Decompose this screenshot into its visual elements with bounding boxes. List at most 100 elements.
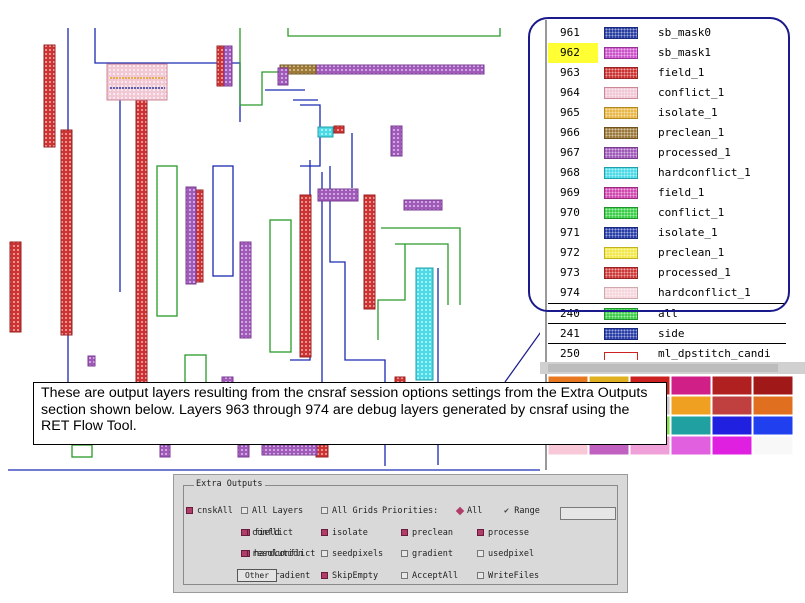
layer-name: isolate_1 xyxy=(658,226,718,239)
option-acceptall[interactable]: AcceptAll xyxy=(401,570,458,582)
layer-row[interactable]: 241 side xyxy=(548,323,786,344)
palette-swatch[interactable] xyxy=(711,435,753,456)
option-label: All Layers xyxy=(252,506,304,516)
palette-swatch[interactable] xyxy=(752,415,794,436)
layer-number: 973 xyxy=(560,266,580,279)
palette-swatch[interactable] xyxy=(711,375,753,396)
option-processe[interactable]: processe xyxy=(477,527,529,539)
option-label: field xyxy=(254,528,280,538)
checkbox xyxy=(241,529,248,536)
callout-text: These are output layers resulting from t… xyxy=(41,385,648,434)
layer-row[interactable]: 966 preclean_1 xyxy=(548,123,786,143)
palette-swatch[interactable] xyxy=(752,435,794,456)
layer-row[interactable]: 965 isolate_1 xyxy=(548,103,786,123)
layer-row[interactable]: 969 field_1 xyxy=(548,183,786,203)
option-all-grids[interactable]: All Grids xyxy=(321,505,378,517)
layer-swatch xyxy=(604,328,638,340)
option-label: SkipEmpty xyxy=(332,571,379,581)
layer-number: 967 xyxy=(560,146,580,159)
option-resolution[interactable]: resolution xyxy=(241,548,303,560)
layer-name: processed_1 xyxy=(658,146,731,159)
layer-swatch xyxy=(604,308,638,320)
layer-swatch xyxy=(604,187,638,199)
layer-row[interactable]: 967 processed_1 xyxy=(548,143,786,163)
option-preclean[interactable]: preclean xyxy=(401,527,453,539)
checkbox xyxy=(321,529,328,536)
layer-row[interactable]: 972 preclean_1 xyxy=(548,243,786,263)
layer-number: 241 xyxy=(560,327,580,340)
option-label: All Grids xyxy=(332,506,379,516)
layer-number: 971 xyxy=(560,226,580,239)
layer-row[interactable]: 968 hardconflict_1 xyxy=(548,163,786,183)
layer-name: processed_1 xyxy=(658,266,731,279)
layer-name: side xyxy=(658,327,685,340)
option-range[interactable]: ✔ Range xyxy=(504,505,540,517)
layer-row[interactable]: 970 conflict_1 xyxy=(548,203,786,223)
palette-swatch[interactable] xyxy=(711,415,753,436)
layer-row[interactable]: 964 conflict_1 xyxy=(548,83,786,103)
layer-name: field_1 xyxy=(658,66,705,79)
option-label: medgradient xyxy=(254,571,311,581)
layer-name: hardconflict_1 xyxy=(658,166,751,179)
palette-swatch[interactable] xyxy=(711,395,753,416)
checkbox xyxy=(401,572,408,579)
layer-swatch xyxy=(604,107,638,119)
option-label: preclean xyxy=(412,528,453,538)
option-usedpixel[interactable]: usedpixel xyxy=(477,548,534,560)
layer-name: conflict_1 xyxy=(658,86,725,99)
checkbox xyxy=(477,529,484,536)
layer-number: 963 xyxy=(560,66,580,79)
palette-swatch[interactable] xyxy=(670,375,712,396)
option-seedpixels[interactable]: seedpixels xyxy=(321,548,383,560)
option-gradient[interactable]: gradient xyxy=(401,548,453,560)
option-cnskall[interactable]: cnskAll xyxy=(186,505,233,517)
layer-row[interactable]: 961 sb_mask0 xyxy=(548,23,786,43)
layer-number: 965 xyxy=(560,106,580,119)
palette-swatch[interactable] xyxy=(670,415,712,436)
layer-swatch xyxy=(604,352,638,360)
layer-swatch xyxy=(604,287,638,299)
layer-row[interactable]: 962 sb_mask1 xyxy=(548,43,786,63)
extra-outputs-title: Extra Outputs xyxy=(194,479,265,489)
option-label: Other xyxy=(244,571,270,580)
option-label: seedpixels xyxy=(332,549,384,559)
layer-row[interactable]: 971 isolate_1 xyxy=(548,223,786,243)
layer-number: 250 xyxy=(560,347,580,360)
option-label: processe xyxy=(488,528,529,538)
layer-number: 968 xyxy=(560,166,580,179)
option-label: AcceptAll xyxy=(412,571,459,581)
option-all[interactable]: All xyxy=(455,505,483,517)
radio-icon xyxy=(455,506,465,515)
option-label: All xyxy=(467,506,483,516)
layer-swatch xyxy=(604,267,638,279)
palette-swatch[interactable] xyxy=(670,395,712,416)
layer-row[interactable]: 973 processed_1 xyxy=(548,263,786,283)
palette-swatch[interactable] xyxy=(752,375,794,396)
palette-swatch[interactable] xyxy=(670,435,712,456)
layer-row[interactable]: 974 hardconflict_1 xyxy=(548,283,786,303)
option-all-layers[interactable]: All Layers xyxy=(241,505,303,517)
palette-swatch[interactable] xyxy=(752,395,794,416)
layer-name: hardconflict_1 xyxy=(658,286,751,299)
option-isolate[interactable]: isolate xyxy=(321,527,368,539)
layer-name: preclean_1 xyxy=(658,246,725,259)
layer-row[interactable]: 250 ml_dpstitch_candi xyxy=(548,343,786,364)
option-other[interactable]: Other xyxy=(237,569,277,582)
option-writefiles[interactable]: WriteFiles xyxy=(477,570,539,582)
checkbox xyxy=(401,529,408,536)
layer-number: 966 xyxy=(560,126,580,139)
check-icon: ✔ xyxy=(504,506,515,516)
layer-row[interactable]: 963 field_1 xyxy=(548,63,786,83)
layer-number: 240 xyxy=(560,307,580,320)
checkbox xyxy=(321,572,328,579)
layer-row[interactable]: 240 all xyxy=(548,303,786,324)
option-skipempty[interactable]: SkipEmpty xyxy=(321,570,378,582)
option-conflict[interactable]: conflict xyxy=(241,527,293,539)
checkbox xyxy=(241,507,248,514)
range-input[interactable] xyxy=(560,507,616,520)
layer-swatch xyxy=(604,147,638,159)
option-label: usedpixel xyxy=(488,549,535,559)
checkbox xyxy=(321,507,328,514)
layer-swatch xyxy=(604,27,638,39)
layer-name: isolate_1 xyxy=(658,106,718,119)
